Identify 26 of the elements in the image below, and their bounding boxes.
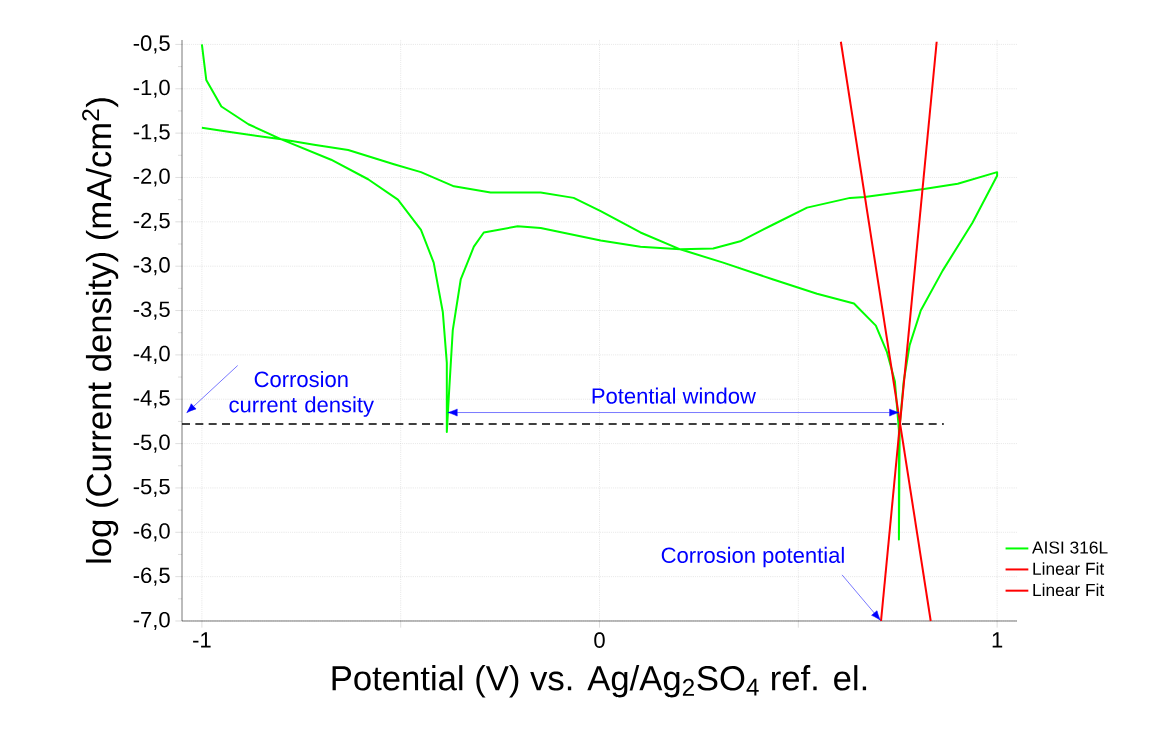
line-series — [200, 43, 999, 541]
annotation: Corrosion potential — [661, 546, 844, 568]
y-tick-label: -2,5 — [133, 212, 170, 231]
y-tick-label: -5,0 — [133, 434, 170, 453]
y-tick-label: -1,0 — [133, 79, 170, 98]
y-tick-label: -4,0 — [133, 345, 170, 364]
y-tick-label: -5,5 — [133, 478, 170, 497]
y-axis-title: log (Current density) (mA/cm$^{2}$) — [82, 98, 119, 563]
legend-label: Linear Fit — [1033, 583, 1105, 597]
y-tick-label: -3,0 — [133, 257, 170, 276]
x-tick-label: 1 — [992, 632, 1003, 648]
annotation: Potential window — [592, 387, 756, 404]
legend-label: Linear Fit — [1033, 562, 1105, 575]
x-tick-label: -1 — [193, 632, 211, 648]
annotation: Corrosion current density — [229, 371, 374, 417]
x-axis-title: Potential (V) vs. Ag/Ag$_{2}$SO$_{4}$ ref. el. — [332, 665, 867, 698]
y-tick-label: -7,0 — [133, 611, 170, 631]
y-tick-label: -3,5 — [133, 301, 170, 320]
y-tick-label: -0,5 — [133, 35, 170, 54]
y-tick-label: -1,5 — [133, 124, 170, 143]
x-tick-label: 0 — [594, 632, 605, 648]
y-tick-label: -4,5 — [133, 390, 170, 409]
legend-label: AISI 316L — [1032, 541, 1108, 554]
y-tick-label: -6,0 — [133, 523, 170, 542]
y-tick-label: -2,0 — [133, 168, 170, 187]
y-tick-label: -6,5 — [133, 567, 170, 586]
